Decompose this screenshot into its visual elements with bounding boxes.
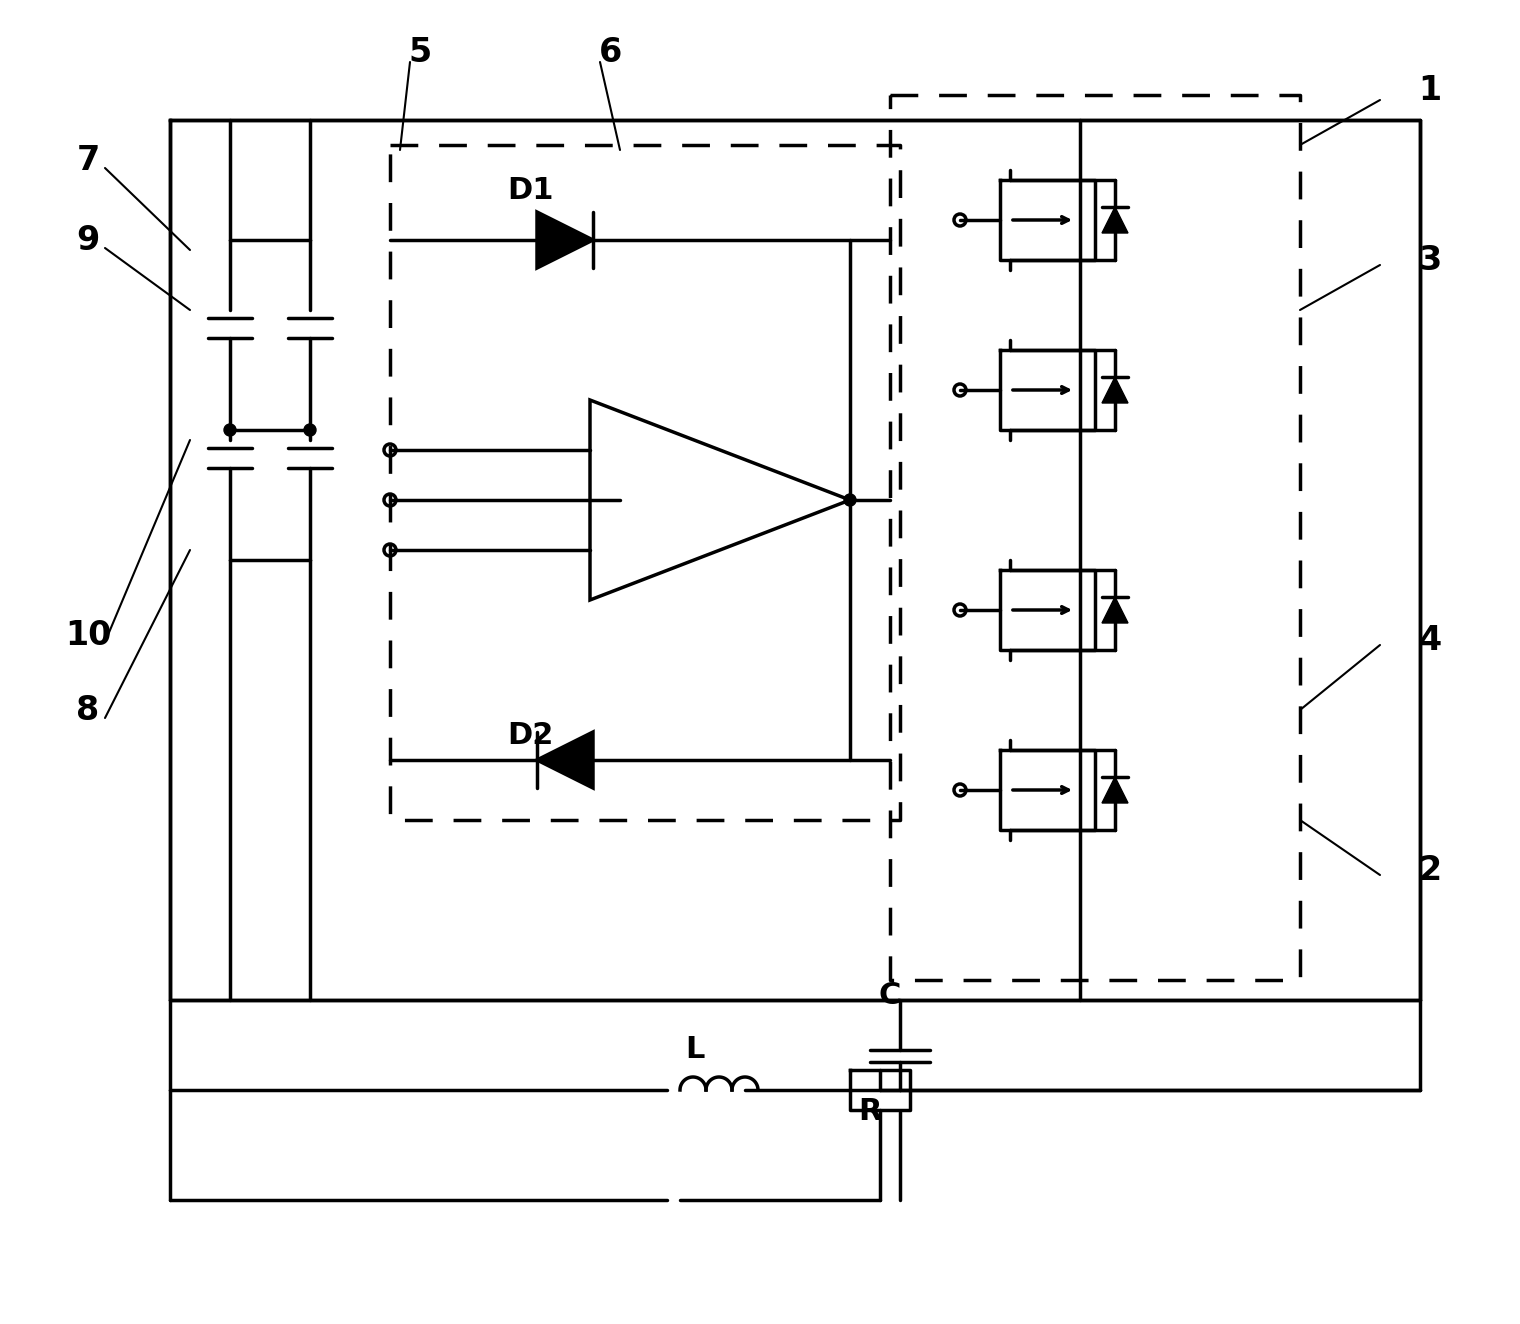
Polygon shape [1102,377,1128,402]
Text: 2: 2 [1418,854,1441,887]
Text: D1: D1 [506,176,553,204]
Text: 9: 9 [76,224,100,257]
Circle shape [844,494,856,506]
Circle shape [223,424,236,436]
Polygon shape [537,732,593,788]
Text: 6: 6 [599,36,622,69]
Text: 5: 5 [409,36,432,69]
Polygon shape [1102,597,1128,624]
Polygon shape [1102,207,1128,233]
Text: R: R [859,1098,882,1127]
Text: D2: D2 [506,720,553,749]
Polygon shape [1102,777,1128,802]
Text: 7: 7 [76,143,100,176]
Text: 10: 10 [65,618,111,651]
Text: L: L [686,1035,705,1064]
Circle shape [304,424,316,436]
Text: 3: 3 [1418,244,1441,277]
Polygon shape [537,212,593,267]
Text: 1: 1 [1418,74,1441,106]
Text: C: C [879,981,901,1009]
Text: 8: 8 [76,694,100,727]
Text: 4: 4 [1418,624,1441,657]
